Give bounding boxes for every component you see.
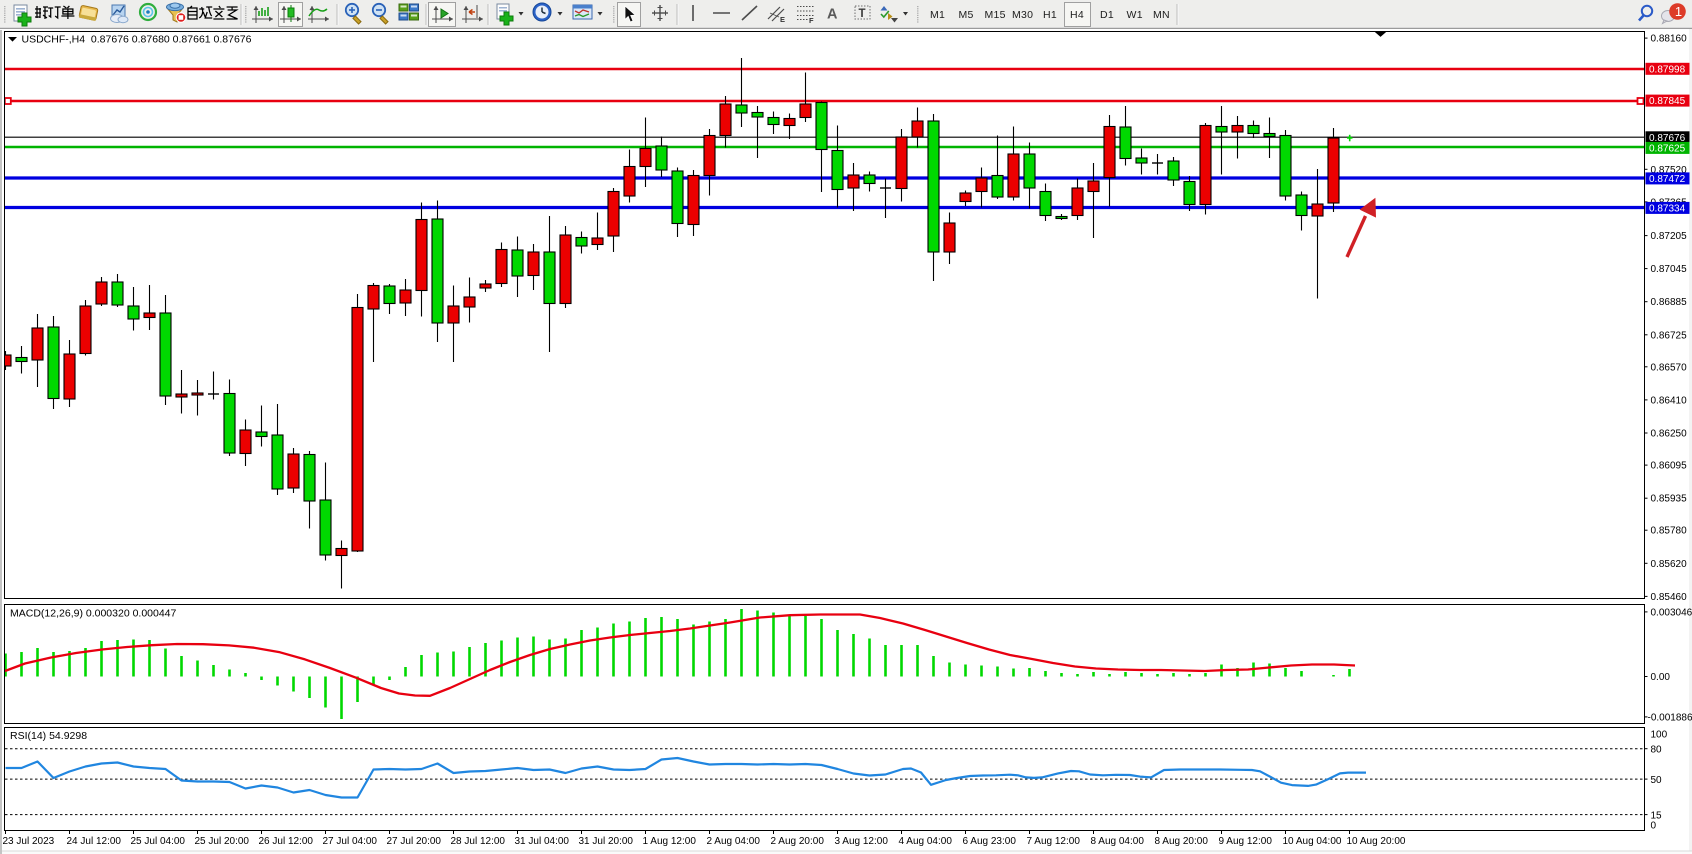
svg-text:31 Jul 04:00: 31 Jul 04:00 xyxy=(515,836,570,847)
svg-text:10 Aug 04:00: 10 Aug 04:00 xyxy=(1283,836,1342,847)
svg-text:1 Aug 12:00: 1 Aug 12:00 xyxy=(643,836,697,847)
svg-text:0.86095: 0.86095 xyxy=(1651,461,1688,472)
svg-text:0.85935: 0.85935 xyxy=(1651,494,1688,505)
svg-text:MACD(12,26,9) 0.000320 0.00044: MACD(12,26,9) 0.000320 0.000447 xyxy=(10,608,177,620)
svg-text:6 Aug 23:00: 6 Aug 23:00 xyxy=(963,836,1017,847)
svg-text:D1: D1 xyxy=(1100,9,1114,21)
svg-text:25 Jul 04:00: 25 Jul 04:00 xyxy=(131,836,186,847)
svg-text:-0.001886: -0.001886 xyxy=(1648,712,1692,723)
svg-text:0.87845: 0.87845 xyxy=(1649,96,1686,107)
svg-text:15: 15 xyxy=(1651,810,1663,821)
svg-text:E: E xyxy=(780,15,785,24)
svg-text:7 Aug 12:00: 7 Aug 12:00 xyxy=(1027,836,1081,847)
svg-text:0: 0 xyxy=(1651,820,1657,831)
svg-text:100: 100 xyxy=(1651,729,1668,740)
svg-text:F: F xyxy=(809,16,814,25)
svg-text:M5: M5 xyxy=(959,9,974,21)
svg-text:0.86885: 0.86885 xyxy=(1651,297,1688,308)
svg-text:0.86250: 0.86250 xyxy=(1651,429,1688,440)
svg-text:0.87676: 0.87676 xyxy=(1649,133,1686,144)
svg-text:0.87472: 0.87472 xyxy=(1649,174,1686,185)
svg-text:A: A xyxy=(827,7,838,23)
svg-text:27 Jul 20:00: 27 Jul 20:00 xyxy=(387,836,442,847)
svg-text:25 Jul 20:00: 25 Jul 20:00 xyxy=(195,836,250,847)
svg-text:H1: H1 xyxy=(1043,9,1057,21)
svg-text:2 Aug 20:00: 2 Aug 20:00 xyxy=(771,836,825,847)
svg-text:0.85780: 0.85780 xyxy=(1651,526,1688,537)
svg-text:31 Jul 20:00: 31 Jul 20:00 xyxy=(579,836,634,847)
svg-text:0.003046: 0.003046 xyxy=(1651,607,1692,618)
svg-text:10 Aug 20:00: 10 Aug 20:00 xyxy=(1347,836,1406,847)
svg-text:9 Aug 12:00: 9 Aug 12:00 xyxy=(1219,836,1273,847)
svg-text:0.86570: 0.86570 xyxy=(1651,362,1688,373)
svg-text:0.87520: 0.87520 xyxy=(1651,165,1688,176)
svg-text:2 Aug 04:00: 2 Aug 04:00 xyxy=(707,836,761,847)
svg-text:0.87998: 0.87998 xyxy=(1649,64,1686,75)
svg-text:0.87205: 0.87205 xyxy=(1651,231,1688,242)
svg-text:0.87625: 0.87625 xyxy=(1649,143,1686,154)
svg-text:27 Jul 04:00: 27 Jul 04:00 xyxy=(323,836,378,847)
svg-text:28 Jul 12:00: 28 Jul 12:00 xyxy=(451,836,506,847)
svg-text:0.87334: 0.87334 xyxy=(1649,203,1686,214)
svg-text:0.86410: 0.86410 xyxy=(1651,395,1688,406)
svg-text:80: 80 xyxy=(1651,744,1663,755)
svg-text:1: 1 xyxy=(1675,4,1682,19)
svg-text:W1: W1 xyxy=(1127,9,1143,21)
svg-text:RSI(14) 54.9298: RSI(14) 54.9298 xyxy=(10,730,87,742)
svg-text:23 Jul 2023: 23 Jul 2023 xyxy=(3,836,55,847)
svg-text:USDCHF-,H4 0.87676 0.87680 0.: USDCHF-,H4 0.87676 0.87680 0.87661 0.876… xyxy=(22,34,252,46)
svg-text:0.85460: 0.85460 xyxy=(1651,592,1688,603)
svg-text:MN: MN xyxy=(1153,9,1170,21)
svg-text:0.86725: 0.86725 xyxy=(1651,330,1688,341)
svg-text:M15: M15 xyxy=(985,9,1006,21)
svg-text:8 Aug 04:00: 8 Aug 04:00 xyxy=(1091,836,1145,847)
svg-text:8 Aug 20:00: 8 Aug 20:00 xyxy=(1155,836,1209,847)
svg-text:50: 50 xyxy=(1651,775,1663,786)
svg-text:T: T xyxy=(859,8,866,20)
svg-text:4 Aug 04:00: 4 Aug 04:00 xyxy=(899,836,953,847)
svg-text:3 Aug 12:00: 3 Aug 12:00 xyxy=(835,836,889,847)
svg-text:0.87045: 0.87045 xyxy=(1651,264,1688,275)
svg-text:0.85620: 0.85620 xyxy=(1651,559,1688,570)
svg-text:0.88160: 0.88160 xyxy=(1651,34,1688,45)
svg-text:H4: H4 xyxy=(1070,9,1084,21)
svg-text:M1: M1 xyxy=(930,9,945,21)
svg-text:26 Jul 12:00: 26 Jul 12:00 xyxy=(259,836,314,847)
svg-text:0.00: 0.00 xyxy=(1651,672,1671,683)
svg-text:M30: M30 xyxy=(1012,9,1033,21)
svg-text:24 Jul 12:00: 24 Jul 12:00 xyxy=(67,836,122,847)
